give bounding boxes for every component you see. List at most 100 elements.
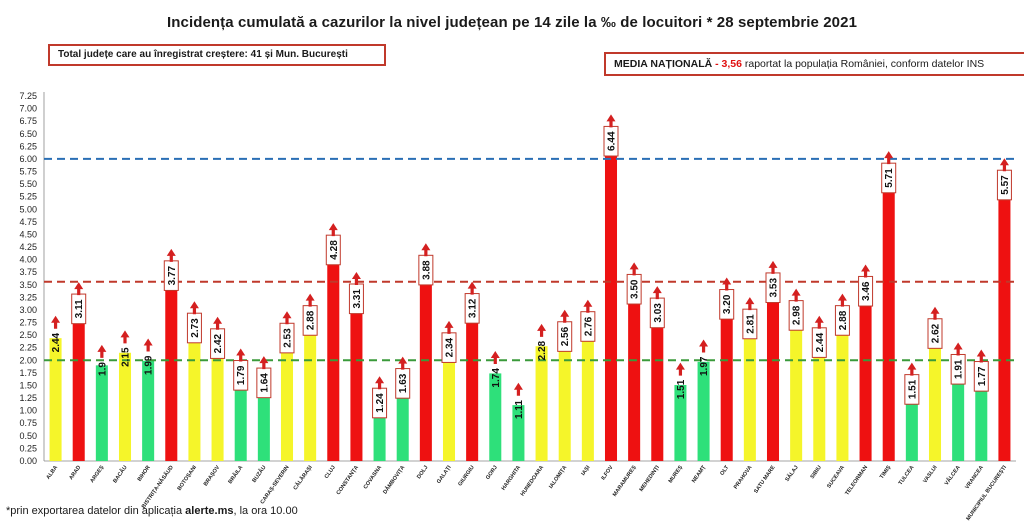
data-label-28: 1.97 — [699, 356, 710, 376]
bar-6 — [188, 323, 201, 461]
x-category-label: PRAHOVA — [733, 465, 753, 491]
bar-7 — [211, 339, 224, 461]
bar-21 — [535, 346, 548, 461]
up-arrow-icon — [537, 323, 547, 337]
bar-29 — [720, 299, 733, 461]
x-category-label: ALBA — [46, 465, 60, 481]
up-arrow-icon — [953, 342, 963, 356]
y-tick-label: 1.00 — [19, 406, 37, 416]
y-tick-label: 1.50 — [19, 380, 37, 390]
x-category-label: MUREȘ — [668, 464, 684, 484]
bar-10 — [280, 333, 294, 461]
data-label-40: 1.77 — [977, 366, 988, 386]
bar-5 — [165, 271, 178, 461]
up-arrow-icon — [490, 351, 500, 365]
bar-31 — [766, 283, 780, 461]
x-category-label: BACĂU — [112, 464, 129, 484]
up-arrow-icon — [861, 264, 871, 278]
up-arrow-icon — [629, 262, 639, 276]
y-tick-label: 3.00 — [19, 305, 37, 315]
bar-20 — [512, 405, 525, 461]
up-arrow-icon — [282, 311, 292, 325]
x-category-label: NEAMȚ — [691, 464, 707, 484]
data-label-34: 2.88 — [838, 310, 849, 330]
bar-11 — [304, 316, 317, 461]
bar-16 — [419, 265, 432, 461]
data-label-9: 1.64 — [259, 373, 270, 393]
x-category-label: BRAȘOV — [203, 464, 222, 487]
bar-36 — [882, 173, 895, 461]
increase-info-box: Total județe care au înregistrat creșter… — [48, 44, 386, 66]
up-arrow-icon — [120, 330, 130, 344]
up-arrow-icon — [398, 356, 408, 370]
data-label-36: 5.71 — [884, 168, 895, 188]
data-label-30: 2.81 — [745, 314, 756, 334]
x-category-label: SUCEAVA — [826, 465, 846, 490]
up-arrow-icon — [583, 299, 593, 313]
up-arrow-icon — [351, 271, 361, 285]
x-category-label: IALOMIȚA — [548, 465, 568, 490]
x-category-label: DOLJ — [416, 465, 429, 480]
data-label-17: 2.34 — [445, 337, 456, 357]
bar-19 — [489, 373, 502, 461]
up-arrow-icon — [143, 338, 153, 352]
y-tick-label: 3.75 — [19, 267, 37, 277]
x-category-label: CONSTANȚA — [336, 465, 360, 496]
y-tick-label: 0.50 — [19, 431, 37, 441]
x-category-label: DÂMBOVIȚA — [382, 464, 407, 495]
data-label-24: 6.44 — [607, 131, 618, 151]
x-category-label: MUNICIPIUL BUCUREȘTI — [966, 464, 1009, 522]
data-label-27: 1.51 — [676, 379, 687, 399]
up-arrow-icon — [907, 362, 917, 376]
data-label-11: 2.88 — [306, 310, 317, 330]
bar-2 — [95, 365, 108, 461]
data-label-6: 2.73 — [190, 318, 201, 338]
y-tick-label: 4.25 — [19, 242, 37, 252]
bar-27 — [674, 384, 687, 461]
national-average-dash: - — [712, 58, 722, 70]
x-category-label: BOTOȘANI — [177, 464, 199, 492]
bar-28 — [697, 361, 710, 461]
x-category-label: CĂLĂRAȘI — [292, 464, 314, 492]
up-arrow-icon — [814, 315, 824, 329]
data-label-26: 3.03 — [653, 303, 664, 323]
national-average-box: MEDIA NAȚIONALĂ - 3,56 raportat la popul… — [604, 52, 1024, 76]
x-category-label: BRĂILA — [227, 464, 245, 485]
data-label-23: 2.76 — [583, 316, 594, 336]
bar-26 — [651, 308, 664, 461]
bar-15 — [396, 378, 409, 461]
y-tick-label: 4.00 — [19, 255, 37, 265]
x-category-label: MEHEDINȚI — [639, 464, 662, 493]
data-label-31: 3.53 — [769, 278, 780, 298]
up-arrow-icon — [51, 315, 61, 329]
y-tick-label: 7.00 — [19, 104, 37, 114]
bar-30 — [743, 319, 756, 461]
up-arrow-icon — [999, 158, 1009, 172]
y-tick-label: 0.00 — [19, 456, 37, 466]
national-average-label: MEDIA NAȚIONALĂ — [614, 58, 713, 70]
chart-title: Incidența cumulată a cazurilor la nivel … — [166, 14, 858, 31]
y-tick-label: 5.75 — [19, 167, 37, 177]
data-label-2: 1.9 — [97, 362, 108, 376]
y-tick-label: 5.50 — [19, 179, 37, 189]
data-label-20: 1.11 — [514, 400, 525, 419]
data-label-25: 3.50 — [630, 279, 641, 299]
bar-38 — [928, 329, 942, 461]
bar-13 — [350, 294, 363, 461]
bar-39 — [952, 364, 965, 461]
up-arrow-icon — [837, 293, 847, 307]
bar-35 — [859, 286, 872, 461]
data-label-15: 1.63 — [398, 373, 409, 393]
national-average-value: 3,56 — [721, 58, 742, 70]
up-arrow-icon — [444, 320, 454, 334]
y-tick-label: 7.25 — [19, 91, 37, 101]
bar-25 — [628, 284, 641, 461]
up-arrow-icon — [259, 356, 269, 370]
footnote: *prin exportarea datelor din aplicația a… — [6, 505, 298, 517]
x-category-label: SATU MARE — [753, 464, 777, 494]
data-label-14: 1.24 — [375, 393, 386, 413]
data-label-3: 2.15 — [121, 347, 132, 367]
y-tick-label: 6.50 — [19, 129, 37, 139]
bar-24 — [604, 136, 618, 462]
x-category-label: BIHOR — [137, 465, 152, 483]
